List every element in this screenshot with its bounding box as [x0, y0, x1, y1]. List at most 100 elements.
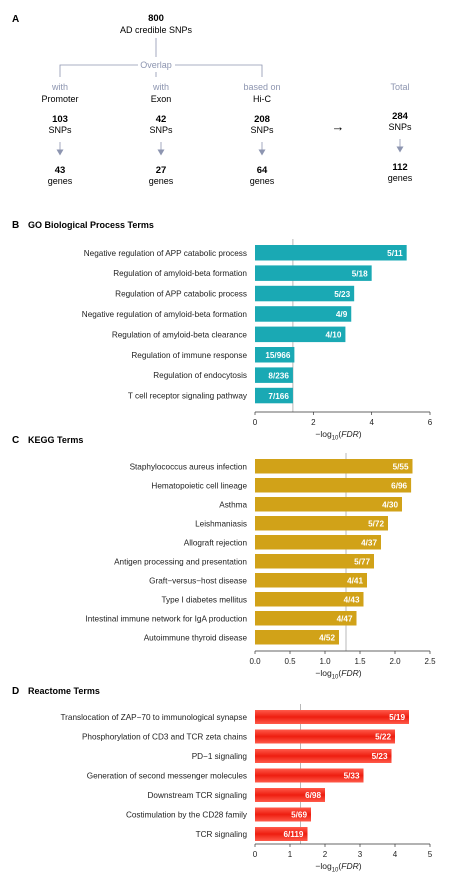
bar [255, 497, 402, 512]
bar [255, 729, 395, 744]
bar-value-label: 5/11 [387, 249, 403, 258]
category-label: Regulation of amyloid-beta clearance [112, 330, 248, 339]
panel-c-kegg-chart: C KEGG Terms Staphylococcus aureus infecti… [12, 435, 436, 681]
x-tick-label: 1.0 [319, 657, 331, 666]
panel-letter: C [12, 435, 19, 446]
bar-value-label: 5/72 [368, 519, 384, 528]
bar [255, 749, 392, 763]
category-label: PD−1 signaling [192, 752, 248, 761]
snps-count-exon: 42 [156, 114, 167, 125]
bar-value-label: 5/18 [352, 269, 368, 278]
down-arrow-icon [157, 142, 165, 156]
total-label: Total [390, 82, 409, 92]
x-axis-label: −log10(FDR) [315, 861, 361, 874]
column-prefix-exon: with [152, 82, 169, 92]
snps-count-promoter: 103 [52, 114, 68, 125]
bar [255, 478, 412, 493]
category-label: Asthma [219, 500, 247, 509]
column-prefix-hic: based on [243, 82, 280, 92]
bar [255, 265, 372, 281]
bar-value-label: 4/37 [361, 538, 377, 547]
bar-value-label: 5/19 [389, 713, 405, 722]
snps-count-total: 284 [392, 111, 409, 122]
bar-value-label: 5/55 [393, 462, 409, 471]
bar-value-label: 4/30 [382, 500, 398, 509]
x-tick-label: 4 [369, 418, 374, 427]
bar-value-label: 7/166 [268, 392, 289, 401]
category-label: Translocation of ZAP−70 to immunological… [60, 713, 247, 722]
genes-unit-hic: genes [250, 176, 275, 186]
category-label: Negative regulation of APP catabolic pro… [84, 249, 247, 258]
chart-title: Reactome Terms [28, 686, 100, 696]
bar [255, 306, 352, 322]
bar-value-label: 5/23 [372, 752, 388, 761]
x-axis-label: −log10(FDR) [315, 429, 361, 442]
bar [255, 245, 407, 261]
bar [255, 285, 355, 302]
genes-count-exon: 27 [156, 165, 167, 176]
x-tick-label: 3 [358, 850, 363, 859]
category-label: Antigen processing and presentation [114, 557, 247, 566]
category-label: Phosphorylation of CD3 and TCR zeta chai… [82, 733, 247, 742]
bar [255, 573, 367, 588]
x-tick-label: 0 [253, 418, 258, 427]
bar [255, 611, 357, 626]
x-tick-label: 0 [253, 850, 258, 859]
bar [255, 387, 293, 404]
snps-unit-hic: SNPs [250, 125, 274, 135]
chart-title: KEGG Terms [28, 435, 83, 445]
x-tick-label: 1.5 [354, 657, 366, 666]
down-arrow-icon [56, 142, 64, 156]
bar [255, 592, 364, 607]
overlap-label: Overlap [140, 60, 172, 70]
category-label: Intestinal immune network for IgA produc… [85, 614, 247, 623]
right-arrow-icon: → [332, 119, 345, 134]
x-tick-label: 4 [393, 850, 398, 859]
category-label: Regulation of APP catabolic process [115, 290, 247, 299]
bar [255, 807, 311, 822]
category-label: Regulation of immune response [131, 351, 247, 360]
column-name-hic: Hi-C [253, 94, 271, 104]
category-label: Regulation of endocytosis [153, 371, 247, 380]
x-tick-label: 2 [323, 850, 328, 859]
down-arrow-icon [396, 139, 404, 153]
column-prefix-promoter: with [51, 82, 68, 92]
panel-letter-a: A [12, 14, 19, 25]
panel-d-reactome-chart: D Reactome Terms Translocation of ZAP−70 t… [12, 686, 433, 874]
bar-value-label: 4/10 [325, 331, 341, 340]
snps-unit-exon: SNPs [149, 125, 173, 135]
x-tick-label: 2 [311, 418, 316, 427]
column-name-promoter: Promoter [41, 94, 78, 104]
snps-count-hic: 208 [254, 114, 270, 125]
category-label: Allograft rejection [184, 538, 248, 547]
genes-count-total: 112 [392, 162, 407, 173]
bar [255, 459, 413, 474]
bar-value-label: 5/77 [354, 557, 370, 566]
x-tick-label: 0.5 [284, 657, 296, 666]
credible-snps-count: 800 [148, 13, 164, 24]
category-label: Leishmaniasis [195, 519, 247, 528]
snps-unit-total: SNPs [388, 122, 412, 132]
bar-value-label: 5/22 [375, 733, 391, 742]
bar-value-label: 4/43 [344, 595, 360, 604]
genes-unit-promoter: genes [48, 176, 73, 186]
bar [255, 768, 364, 783]
chart-title: GO Biological Process Terms [28, 220, 154, 230]
category-label: Generation of second messenger molecules [87, 772, 247, 781]
panel-letter: D [12, 686, 19, 697]
x-tick-label: 0.0 [249, 657, 261, 666]
bar-value-label: 5/23 [334, 290, 350, 299]
bar-value-label: 4/9 [336, 310, 348, 319]
column-name-exon: Exon [151, 94, 172, 104]
bar [255, 710, 409, 724]
category-label: Downstream TCR signaling [147, 791, 247, 800]
bar-value-label: 4/52 [319, 633, 335, 642]
bar [255, 630, 339, 645]
category-label: TCR signaling [196, 830, 248, 839]
credible-snps-label: AD credible SNPs [120, 25, 193, 35]
category-label: Staphylococcus aureus infection [130, 462, 248, 471]
bar-value-label: 15/966 [265, 351, 290, 360]
bar-value-label: 6/119 [283, 830, 303, 839]
category-label: Hematopoietic cell lineage [151, 481, 247, 490]
